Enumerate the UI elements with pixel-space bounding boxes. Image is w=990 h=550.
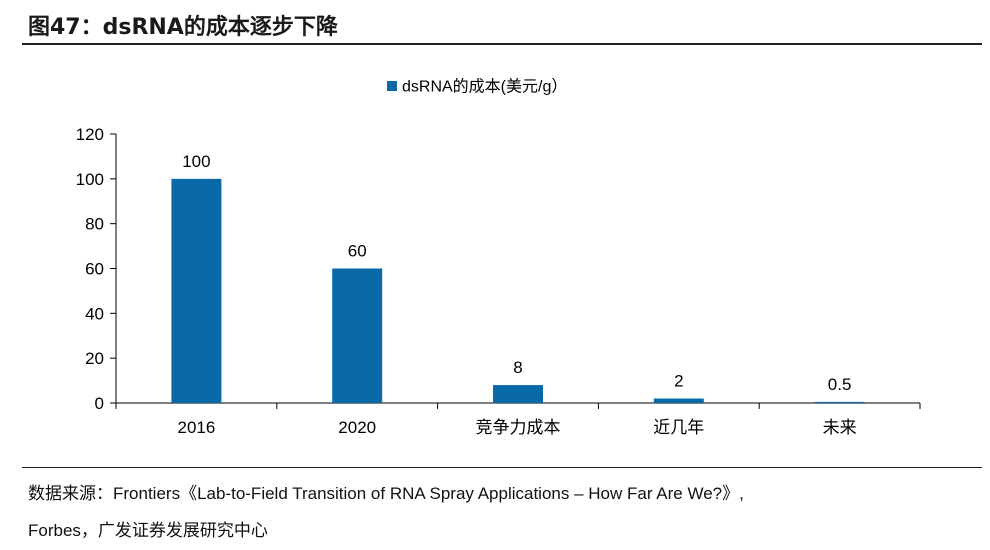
y-tick-label: 120 (76, 125, 104, 144)
y-tick-label: 80 (85, 215, 104, 234)
data-label: 0.5 (828, 375, 852, 394)
bar (814, 401, 865, 403)
source-note-line-2: Forbes，广发证券发展研究中心 (28, 521, 268, 540)
chart-data-labels: 100 60 8 2 0.5 (182, 152, 851, 394)
x-tick-label: 2020 (338, 418, 376, 437)
bar-chart: dsRNA的成本(美元/g） 0 20 40 60 80 100 120 2016 2020 竞争… (76, 78, 921, 437)
source-note-line-1: 数据来源：Frontiers《Lab-to-Field Transition o… (28, 484, 744, 503)
y-tick-label: 60 (85, 260, 104, 279)
y-tick-label: 0 (95, 394, 104, 413)
legend-label: dsRNA的成本(美元/g） (402, 78, 567, 96)
y-tick-label: 40 (85, 304, 104, 323)
chart-legend: dsRNA的成本(美元/g） (387, 78, 567, 96)
y-tick-label: 100 (76, 170, 104, 189)
top-divider (22, 43, 982, 45)
bottom-divider (22, 467, 982, 468)
legend-swatch (387, 81, 397, 91)
bar (493, 385, 543, 403)
x-tick-label: 竞争力成本 (476, 418, 561, 437)
x-tick-label: 近几年 (653, 418, 704, 437)
bar (653, 398, 704, 403)
bar (171, 178, 222, 403)
data-label: 60 (348, 242, 367, 261)
x-tick-label: 未来 (823, 418, 857, 437)
chart-bars (171, 178, 865, 403)
x-tick-label: 2016 (177, 418, 215, 437)
chart-axes: 0 20 40 60 80 100 120 2016 2020 竞争力成本 近几年 未来 (76, 125, 921, 437)
data-label: 100 (182, 152, 210, 171)
data-label: 2 (674, 372, 683, 391)
y-tick-label: 20 (85, 349, 104, 368)
data-label: 8 (513, 358, 522, 377)
bar (332, 268, 383, 403)
page-title: 图47：dsRNA的成本逐步下降 (28, 15, 338, 40)
